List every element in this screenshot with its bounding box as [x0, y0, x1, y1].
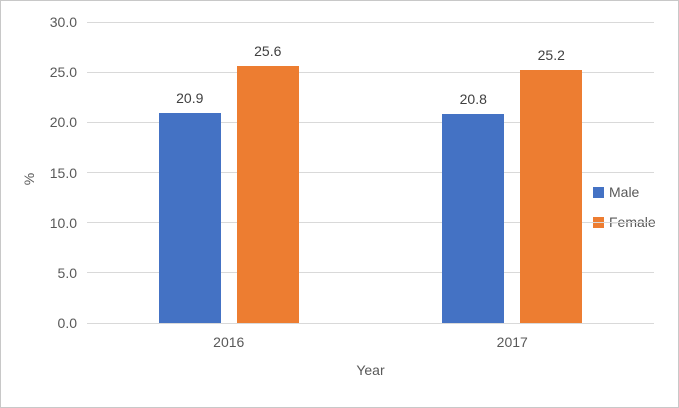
y-tick-label: 30.0 [49, 14, 77, 30]
gridline [87, 272, 654, 274]
bar-female-2017 [520, 70, 583, 323]
legend-swatch-male [593, 186, 604, 198]
y-tick-label: 10.0 [49, 214, 77, 231]
legend-entry-male: Male [593, 177, 656, 207]
bar-female-2016 [236, 66, 299, 323]
gridline [87, 222, 654, 224]
y-axis-title: % [21, 172, 37, 186]
y-tick-label: 25.0 [49, 64, 77, 81]
data-label-male-2017: 20.8 [459, 91, 487, 108]
gridline [87, 71, 654, 73]
y-tick-label: 15.0 [49, 164, 77, 181]
data-label-female-2016: 25.6 [254, 43, 282, 60]
bar-male-2017 [442, 114, 505, 323]
legend-swatch-female [593, 216, 604, 228]
legend-entry-female: Female [593, 207, 656, 237]
gridline [87, 172, 654, 173]
data-label-female-2017: 25.2 [537, 47, 565, 64]
gridline [87, 121, 654, 123]
x-tick-label-2016: 2016 [213, 334, 245, 350]
data-label-male-2016: 20.9 [176, 90, 204, 107]
legend-label-male: Male [609, 184, 640, 200]
gridline [87, 21, 654, 23]
bar-male-2016 [158, 113, 221, 323]
y-tick-label: 0.0 [57, 315, 77, 331]
y-tick-label: 5.0 [57, 264, 77, 281]
x-tick-label-2017: 2017 [496, 334, 528, 350]
legend-label-female: Female [609, 214, 656, 230]
x-axis-title: Year [356, 362, 385, 378]
y-tick-label: 20.0 [49, 114, 77, 131]
legend: Male Female [593, 177, 656, 237]
x-axis-line [87, 323, 654, 324]
